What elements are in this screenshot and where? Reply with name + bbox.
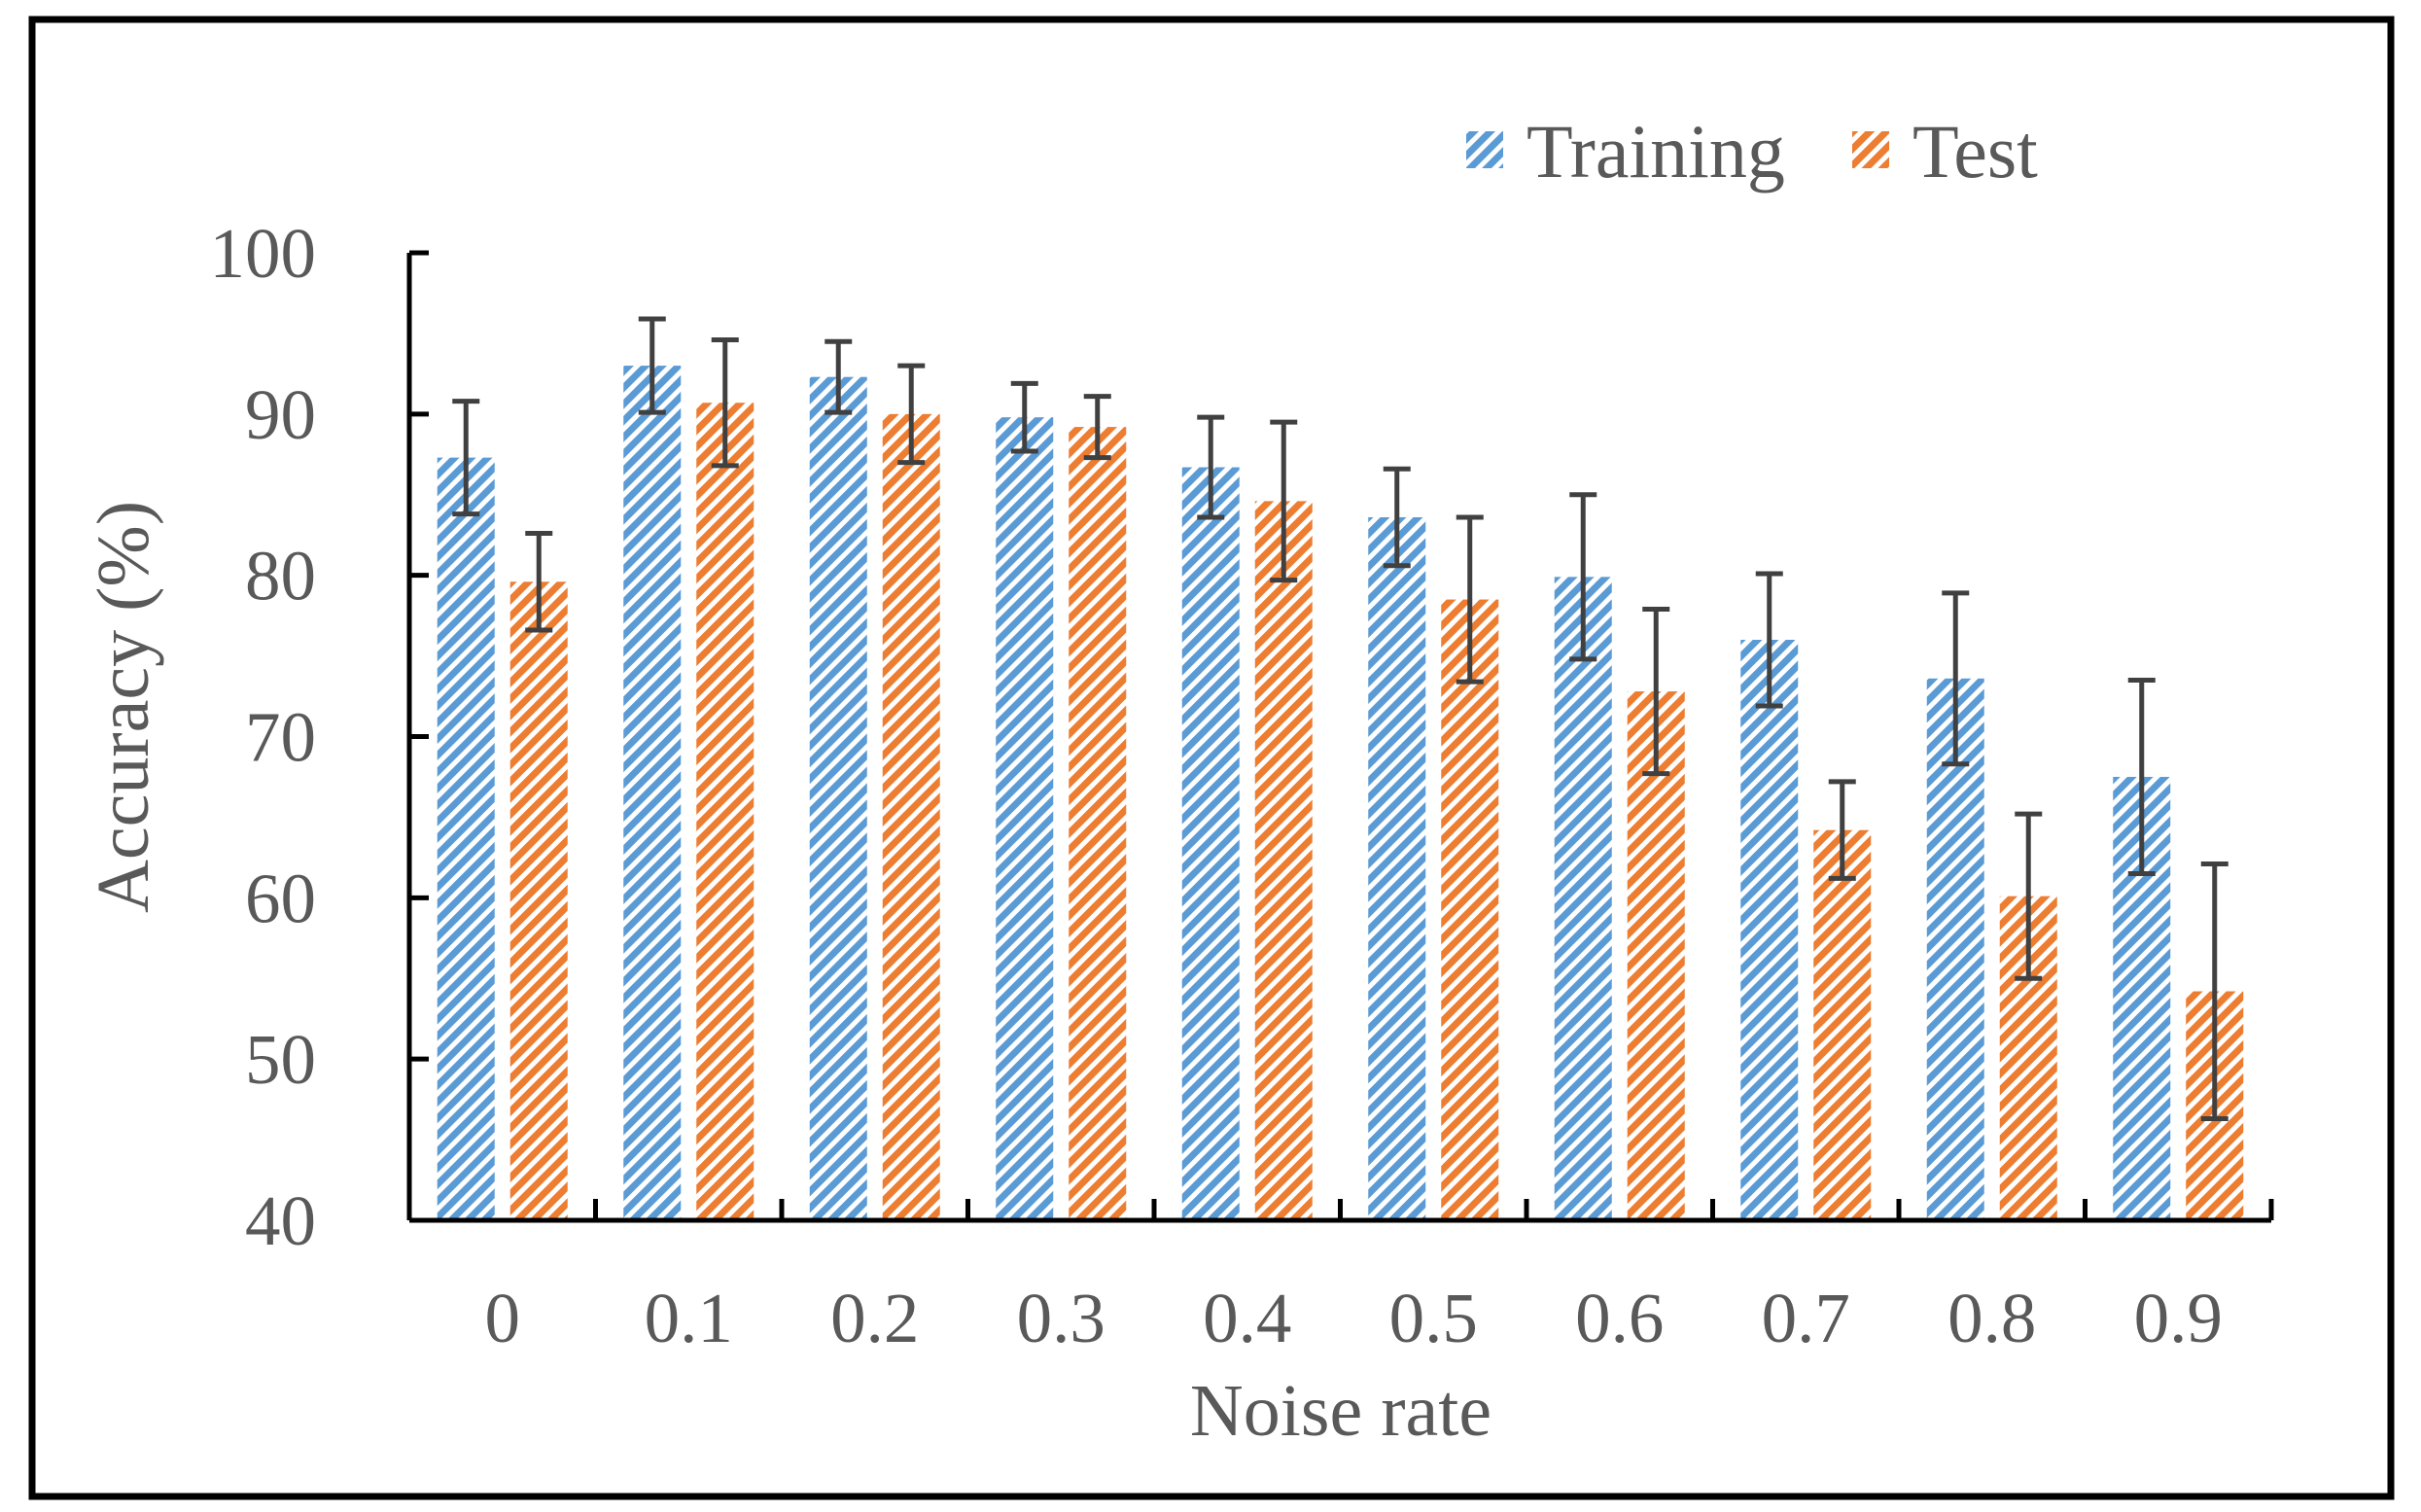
error-bar-training-0-3 xyxy=(1010,380,1038,454)
error-bar-training-0-5 xyxy=(1383,466,1411,569)
x-tick-label-0-9: 0.9 xyxy=(2134,1279,2223,1357)
bar-test-0-5 xyxy=(1441,599,1499,1220)
x-tick-label-0-7: 0.7 xyxy=(1762,1279,1850,1357)
bar-training-0-6 xyxy=(1554,577,1612,1220)
axes-layer: 0 0.1 0.2 0.3 0.4 0.5 0.6 0.7 0.8 0.9 40 50 60 70 80 90… xyxy=(210,214,2274,1357)
error-bar-training-0-1 xyxy=(638,316,666,415)
y-tick-label-60: 60 xyxy=(245,859,316,937)
error-bar-training-0-2 xyxy=(825,338,853,415)
bar-test-0-3 xyxy=(1069,427,1127,1221)
error-bar-test-0 xyxy=(525,531,553,633)
y-tick-label-90: 90 xyxy=(245,375,316,454)
error-bar-test-0-2 xyxy=(897,363,926,466)
y-tick-label-80: 80 xyxy=(245,537,316,615)
error-bar-test-0-4 xyxy=(1270,419,1298,583)
bar-training-0-5 xyxy=(1368,516,1426,1220)
error-bar-training-0-8 xyxy=(1942,590,1970,767)
bar-training-0-1 xyxy=(623,366,682,1220)
error-bar-training-0 xyxy=(452,399,480,517)
x-tick-label-0-5: 0.5 xyxy=(1389,1279,1478,1357)
legend-label-training: Training xyxy=(1526,109,1785,193)
bar-training-0-8 xyxy=(1926,678,1984,1220)
error-bars-layer xyxy=(452,316,2228,1122)
bar-test-0-7 xyxy=(1813,829,1872,1220)
x-tick-label-0-6: 0.6 xyxy=(1575,1279,1664,1357)
error-bar-test-0-9 xyxy=(2200,861,2228,1122)
error-bar-training-0-9 xyxy=(2127,677,2156,876)
legend: Training Test xyxy=(1466,109,2038,193)
bar-test-0-1 xyxy=(696,403,754,1221)
error-bar-test-0-6 xyxy=(1642,606,1670,777)
y-tick-label-40: 40 xyxy=(245,1181,316,1260)
y-axis-title: Accuracy (%) xyxy=(83,501,164,913)
x-tick-label-0: 0 xyxy=(485,1279,521,1357)
bar-training-0-7 xyxy=(1740,640,1799,1220)
error-bar-test-0-3 xyxy=(1083,394,1111,461)
error-bar-training-0-7 xyxy=(1755,571,1783,709)
error-bar-test-0-7 xyxy=(1828,779,1856,881)
y-tick-label-100: 100 xyxy=(210,214,317,293)
x-axis-title: Noise rate xyxy=(1190,1370,1491,1452)
x-tick-label-0-1: 0.1 xyxy=(645,1279,733,1357)
x-tick-label-0-8: 0.8 xyxy=(1947,1279,2036,1357)
legend-label-test: Test xyxy=(1912,109,2038,193)
x-tick-label-0-4: 0.4 xyxy=(1203,1279,1291,1357)
bar-training-0 xyxy=(437,457,495,1220)
bar-test-0-6 xyxy=(1627,691,1685,1220)
x-tick-label-0-2: 0.2 xyxy=(830,1279,919,1357)
bar-test-0-2 xyxy=(882,413,940,1220)
bars-layer xyxy=(437,366,2244,1221)
error-bar-test-0-5 xyxy=(1456,514,1484,685)
error-bar-training-0-6 xyxy=(1569,492,1597,662)
legend-swatch-training xyxy=(1466,131,1503,168)
error-bar-training-0-4 xyxy=(1197,414,1225,520)
error-bar-test-0-8 xyxy=(2015,811,2043,981)
error-bar-test-0-1 xyxy=(711,337,739,469)
bar-test-0-4 xyxy=(1254,501,1313,1220)
bar-training-0-3 xyxy=(996,417,1054,1220)
y-tick-label-50: 50 xyxy=(245,1020,316,1099)
bar-test-0 xyxy=(509,581,568,1220)
legend-item-test: Test xyxy=(1852,109,2038,193)
bar-training-0-2 xyxy=(809,376,867,1221)
y-tick-label-70: 70 xyxy=(245,698,316,777)
legend-item-training: Training xyxy=(1466,109,1785,193)
legend-swatch-test xyxy=(1852,131,1889,168)
x-tick-label-0-3: 0.3 xyxy=(1017,1279,1105,1357)
bar-training-0-4 xyxy=(1181,467,1240,1220)
